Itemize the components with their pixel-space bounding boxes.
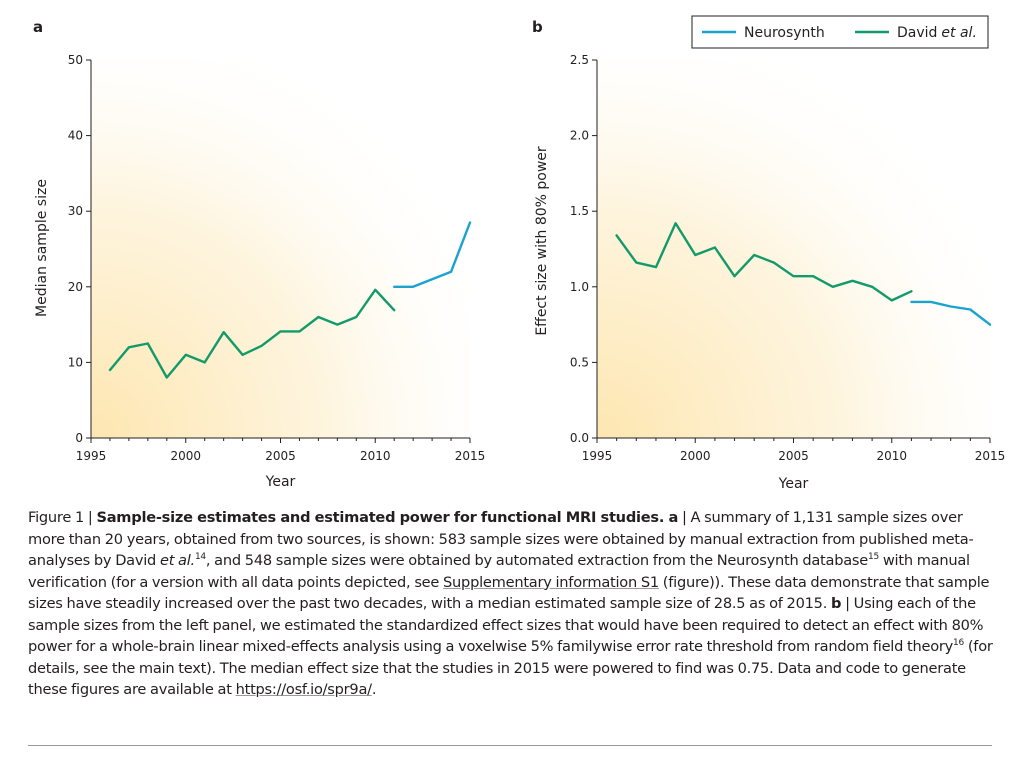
y-tick-label: 20 [68, 280, 83, 294]
x-tick-label: 1995 [76, 449, 107, 463]
series-line-neurosynth [393, 221, 472, 288]
x-tick-label: 1995 [582, 449, 613, 463]
legend-box [691, 15, 989, 49]
caption-text-7: . [371, 681, 377, 698]
legend: Neurosynth David et al. [691, 15, 989, 49]
y-tick-label: 0.5 [570, 355, 589, 369]
y-tick-label: 1.0 [570, 280, 589, 294]
y-tick-label: 2.5 [570, 53, 589, 67]
osf-url-link[interactable]: https://osf.io/spr9a/ [235, 681, 372, 698]
caption-ref-15: 15 [868, 552, 879, 563]
caption-text-5: | Using each of the sample sizes from th… [28, 595, 984, 655]
legend-label-italic: et al. [941, 25, 976, 41]
x-tick-label: 2015 [455, 449, 486, 463]
caption-ref-16: 16 [953, 638, 964, 649]
caption-figure-label: Figure 1 | [28, 509, 97, 526]
caption-text-4: (figure)). These data demonstrate that s… [28, 573, 990, 613]
x-axis-title: Year [778, 476, 809, 492]
series-line-david-et-al [108, 288, 396, 379]
caption-ref-14: 14 [194, 552, 206, 563]
panel-letter-b: b [532, 18, 543, 36]
legend-label: David et al. [897, 25, 977, 41]
legend-label: Neurosynth [744, 25, 825, 41]
y-tick-label: 0.0 [570, 431, 589, 445]
x-tick-label: 2015 [975, 449, 1006, 463]
x-tick-label: 2010 [876, 449, 907, 463]
y-axis-title: Median sample size [34, 179, 50, 317]
y-tick-label: 2.0 [570, 129, 589, 143]
caption-panel-a: a [664, 509, 679, 526]
plot-background [597, 60, 990, 438]
x-axis-title: Year [265, 474, 296, 490]
figure-canvas: a 0 10 20 30 40 50 1995 2000 2005 2010 2015 Year Medi… [33, 15, 1005, 492]
figure-caption: Figure 1 | Sample-size estimates and est… [28, 507, 1003, 701]
caption-etal: et al. [159, 552, 195, 569]
panel-b-chart: b 0.0 0.5 1.0 1.5 2.0 2.5 1995 2000 2005 2010 2015 Y… [532, 18, 1005, 492]
plot-background [91, 60, 470, 438]
caption-panel-b: b [830, 595, 842, 612]
bottom-rule [28, 745, 992, 746]
y-tick-label: 10 [68, 355, 83, 369]
panel-a-chart: a 0 10 20 30 40 50 1995 2000 2005 2010 2015 Year Medi… [33, 18, 485, 490]
panel-letter-a: a [33, 18, 43, 36]
x-tick-label: 2000 [170, 449, 201, 463]
caption-text-6: (for details, see the main text). The me… [28, 638, 993, 698]
series-line-neurosynth [910, 300, 992, 326]
caption-text-2: , and 548 sample sizes were obtained by … [205, 552, 869, 569]
legend-label-text: David [897, 25, 937, 41]
caption-text-1: | A summary of 1,131 sample sizes over m… [28, 509, 974, 569]
caption-title: Sample-size estimates and estimated powe… [96, 509, 665, 526]
y-tick-label: 0 [75, 431, 83, 445]
caption-text-3: with manual verification (for a version … [28, 552, 970, 591]
y-tick-label: 40 [68, 129, 83, 143]
x-tick-label: 2005 [778, 449, 809, 463]
legend-label-text: Neurosynth [744, 25, 825, 41]
series-line-david-et-al [615, 222, 913, 302]
y-tick-label: 1.5 [570, 204, 589, 218]
x-tick-label: 2010 [360, 449, 391, 463]
supplementary-link[interactable]: Supplementary information S1 [443, 573, 659, 591]
y-tick-label: 50 [68, 53, 83, 67]
y-axis-title: Effect size with 80% power [534, 146, 550, 336]
x-tick-label: 2000 [680, 449, 711, 463]
x-tick-label: 2005 [265, 449, 296, 463]
y-tick-label: 30 [68, 204, 83, 218]
